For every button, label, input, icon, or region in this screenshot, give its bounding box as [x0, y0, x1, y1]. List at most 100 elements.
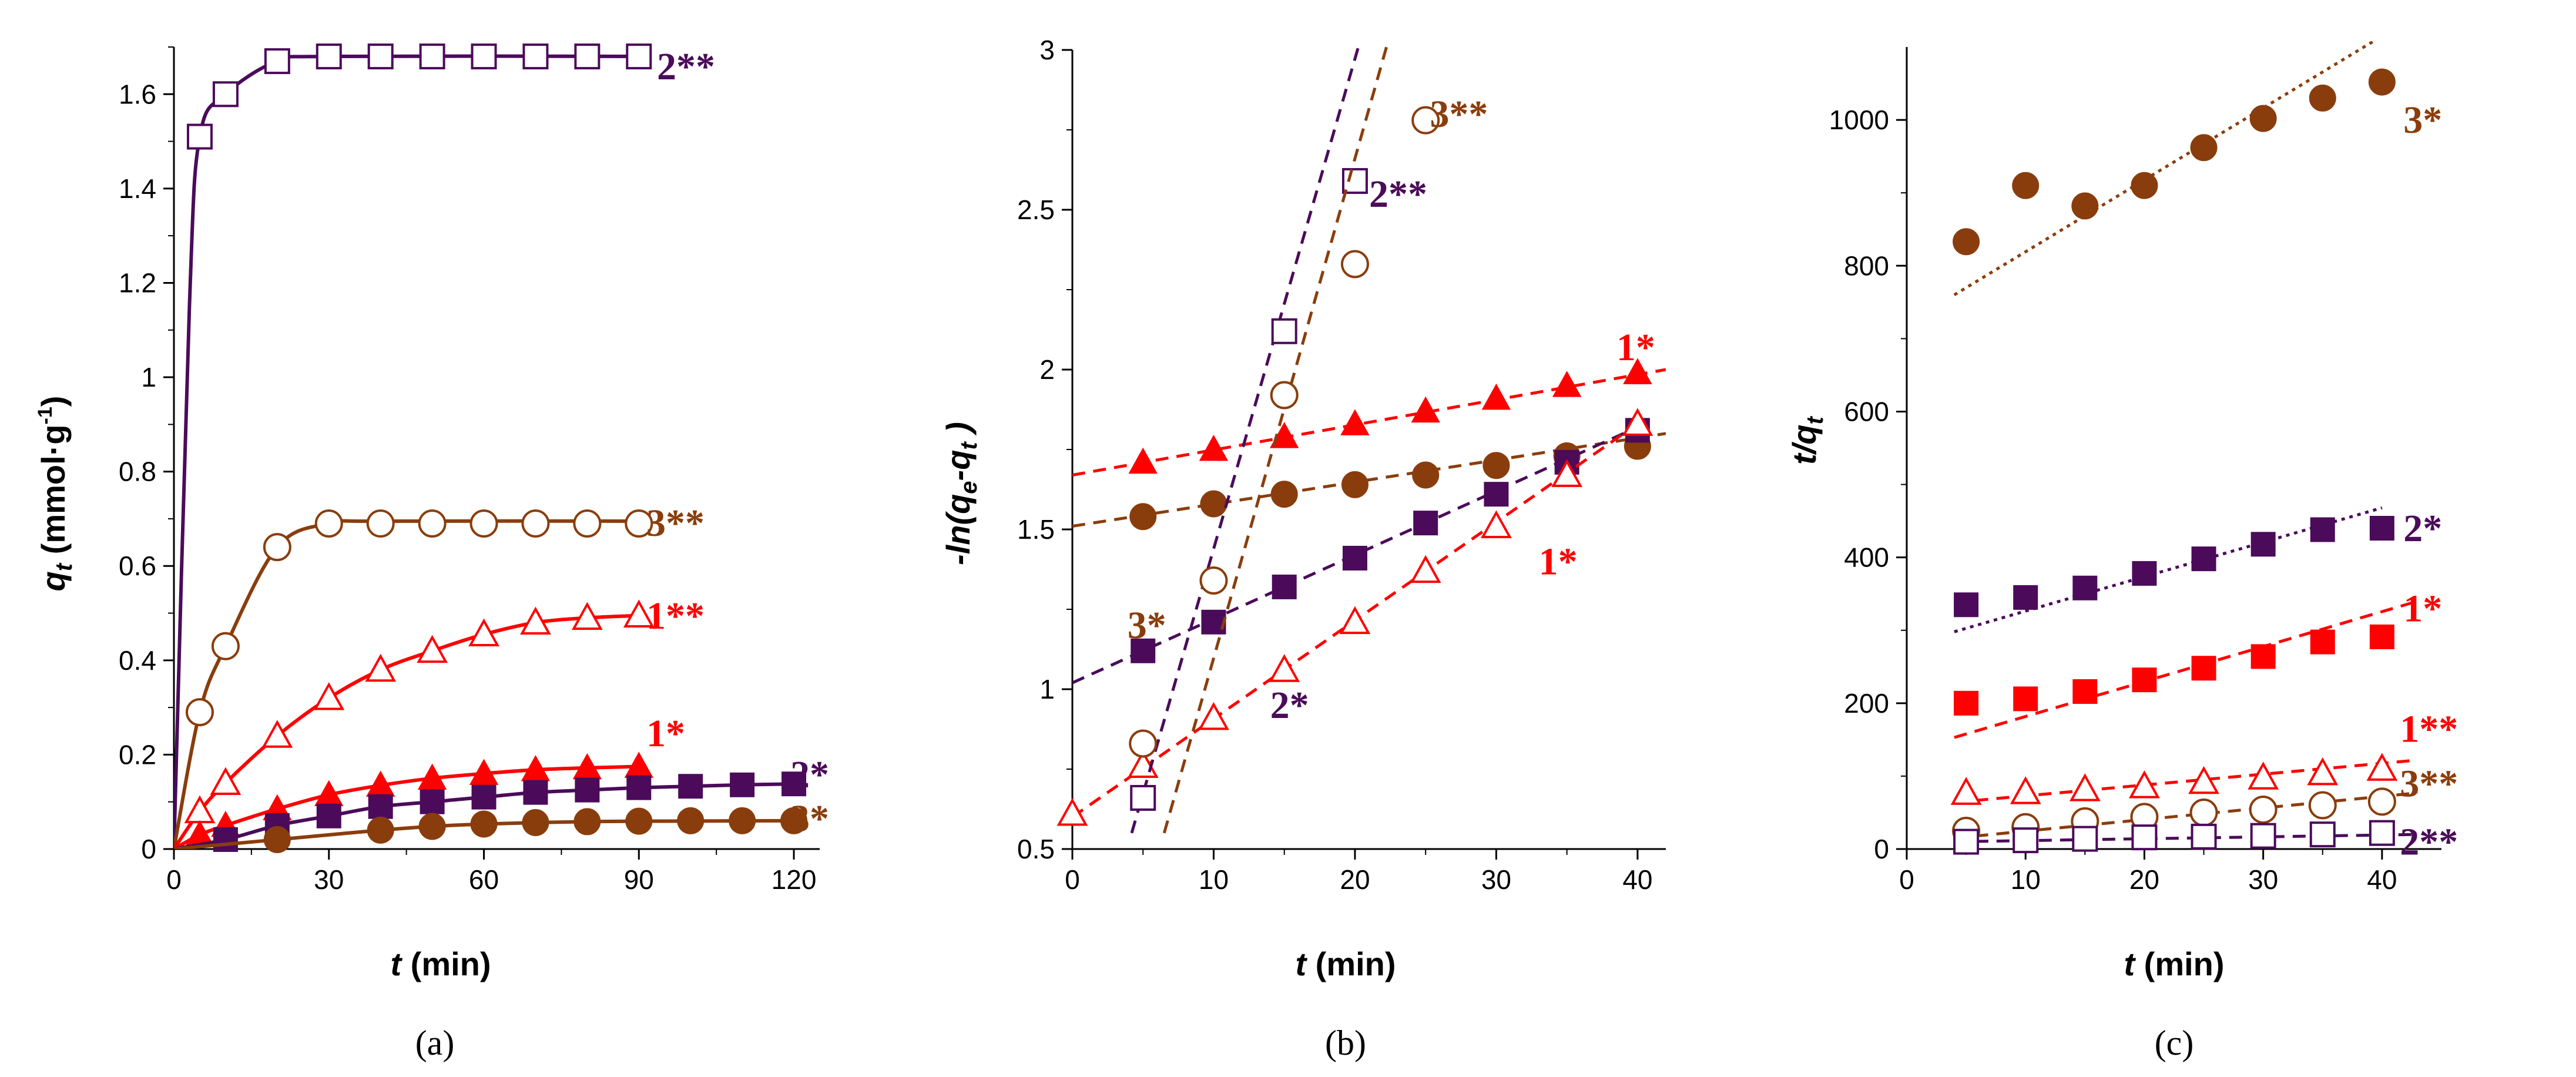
panel-c-series-fit-line-4 — [1954, 791, 2418, 840]
panel-c-series-2-point — [2369, 624, 2394, 649]
panel-c-series-1-point — [2369, 516, 2394, 541]
panel-a-y-tick-label: 1.4 — [119, 173, 156, 204]
panel-b-annotation-2: 1* — [1616, 326, 1655, 369]
panel-b-y-tick-label: 0.5 — [1017, 834, 1055, 864]
panel-c-series-fit-line-3 — [1954, 759, 2418, 804]
panel-c-series-fit-line-0 — [1953, 41, 2377, 297]
panel-c-series-2-point — [2191, 656, 2216, 681]
panel-b-series-0-point — [1623, 358, 1652, 384]
panel-b-series-3-point — [1269, 654, 1300, 682]
panel-a-series-1-point — [314, 509, 343, 538]
panel-c-y-tick-label: 1000 — [1829, 105, 1889, 135]
panel-a-series-label-5: 3* — [790, 797, 829, 840]
panel-b-chart: 0 10 20 30 40 0.5 1 1.5 2 2.5 3 3**2** 1* 3* 2* 1* -ln(… — [940, 35, 1666, 1062]
panel-c-series-2-point — [2132, 667, 2157, 693]
panel-a-series-1-point — [263, 533, 291, 562]
panel-a-y-tick-label: 0.8 — [119, 457, 156, 487]
panel-a-series-1-point — [366, 509, 395, 538]
panel-c-series-5-point — [2369, 820, 2395, 846]
panel-b-series-4-point — [1341, 168, 1368, 194]
panel-a-x-tick-label: 30 — [314, 864, 344, 895]
panel-c-y-tick-label: 200 — [1844, 688, 1889, 719]
panel-a-series-1-point — [211, 632, 240, 660]
panel-c-series-5-point — [2191, 823, 2217, 850]
panel-c-series-0-point — [2309, 84, 2336, 112]
panel-a-series-5-point — [470, 810, 498, 838]
panel-b-series-2-point — [1484, 482, 1509, 507]
panel-c-series-2-point — [2013, 686, 2038, 712]
panel-a-series-curve-1 — [174, 519, 639, 849]
panel-a-series-0-point — [367, 43, 394, 70]
panel-a-x-tick-label: 120 — [772, 864, 817, 895]
panel-a-x-tick-label: 0 — [166, 864, 182, 895]
panel-b-label: (b) — [1325, 1024, 1366, 1062]
panel-c-series-3-point — [2188, 766, 2219, 794]
panel-a-series-4-point — [471, 784, 497, 810]
panel-a-y-tick-label: 0.2 — [119, 739, 156, 770]
panel-b-series-5-point — [1129, 729, 1158, 758]
panel-c-annotation-4: 3** — [2400, 762, 2458, 805]
panel-a-series-0-point — [522, 43, 549, 70]
panel-a-series-0-point — [264, 48, 290, 75]
panel-a-y-tick-label: 0 — [141, 834, 156, 864]
panel-a-series-4-point — [730, 772, 755, 797]
panel-c-series-5-point — [2250, 823, 2276, 849]
panel-b-series-fit-line-5 — [1162, 44, 1389, 834]
panel-a-series-3-point — [469, 759, 499, 785]
panel-c-series-fit-line-2 — [1954, 599, 2419, 739]
panel-b-annotation-5: 1* — [1539, 540, 1578, 583]
panel-c-x-tick-label: 40 — [2367, 864, 2397, 895]
panel-a-series-label-4: 2* — [790, 753, 829, 796]
panel-b-y-tick-label: 1 — [1039, 674, 1055, 704]
panel-b-series-5-point — [1411, 106, 1440, 135]
panel-b-series-fit-line-4 — [1130, 44, 1361, 834]
panel-a-series-0-point — [471, 43, 497, 70]
panel-a-series-4-point — [678, 774, 703, 799]
panel-a-series-4-point — [368, 794, 393, 819]
panel-b-plot-area: 0 10 20 30 40 0.5 1 1.5 2 2.5 3 3**2** 1* 3* 2* 1* — [1017, 35, 1666, 895]
panel-a-series-label-1: 3** — [646, 502, 705, 545]
panel-b-series-0-point — [1128, 447, 1158, 474]
panel-a-series-5-point — [625, 807, 653, 835]
panel-a-series-1-point — [573, 509, 602, 538]
panel-c-series-2-point — [2310, 629, 2335, 655]
panel-a-plot-area: 0 30 60 90 120 0 0.2 0.4 0.6 0.8 1 1.2 1.4 1.6 2** 3** 1… — [119, 43, 829, 895]
panel-c-annotation-3: 1** — [2400, 707, 2458, 750]
panel-c-series-5-point — [2131, 824, 2158, 851]
panel-a-x-axis-label: t (min) — [390, 945, 491, 982]
panel-b-y-tick-label: 3 — [1039, 35, 1055, 65]
panel-a-series-0-point — [316, 43, 342, 70]
panel-b-x-tick-label: 30 — [1481, 864, 1511, 895]
panel-c-annotation-5: 2** — [2400, 821, 2458, 864]
panel-c-series-3-point — [2069, 773, 2101, 801]
panel-c-y-axis-label: t/qt — [1786, 415, 1828, 464]
panel-c-series-3-point — [2129, 770, 2160, 798]
panel-c-annotation-2: 1* — [2403, 588, 2442, 630]
panel-a-series-2-point — [417, 635, 448, 663]
panel-c-series-1-point — [2310, 517, 2335, 542]
panel-a-series-curve-3 — [174, 764, 639, 849]
panel-a-series-1-point — [418, 509, 447, 538]
panel-a-label: (a) — [415, 1024, 455, 1062]
panel-c-y-tick-label: 0 — [1874, 834, 1889, 864]
panel-a-series-4-point — [213, 827, 238, 852]
panel-c-series-fit-line-5 — [1954, 833, 2418, 844]
panel-a-series-label-0: 2** — [657, 45, 715, 88]
panel-c-series-0-point — [2249, 105, 2277, 132]
panel-b-series-fit-line-0 — [1072, 368, 1666, 477]
panel-b-series-fit-line-1 — [1072, 432, 1666, 528]
panel-c-series-1-point — [1954, 592, 1979, 618]
panel-a-y-tick-label: 0.4 — [119, 645, 156, 676]
panel-c-series-0-point — [2131, 172, 2158, 199]
panel-a-series-2-point — [571, 602, 603, 630]
panel-c-series-5-point — [2309, 821, 2336, 848]
panel-b-series-fit-line-2 — [1072, 425, 1638, 685]
panel-b-series-2-point — [1342, 545, 1367, 571]
panel-a-series-2-point — [520, 606, 551, 635]
panel-b-series-1-point — [1129, 503, 1157, 531]
panel-a-y-tick-label: 1 — [141, 362, 156, 392]
panel-a-series-5-point — [780, 807, 808, 834]
